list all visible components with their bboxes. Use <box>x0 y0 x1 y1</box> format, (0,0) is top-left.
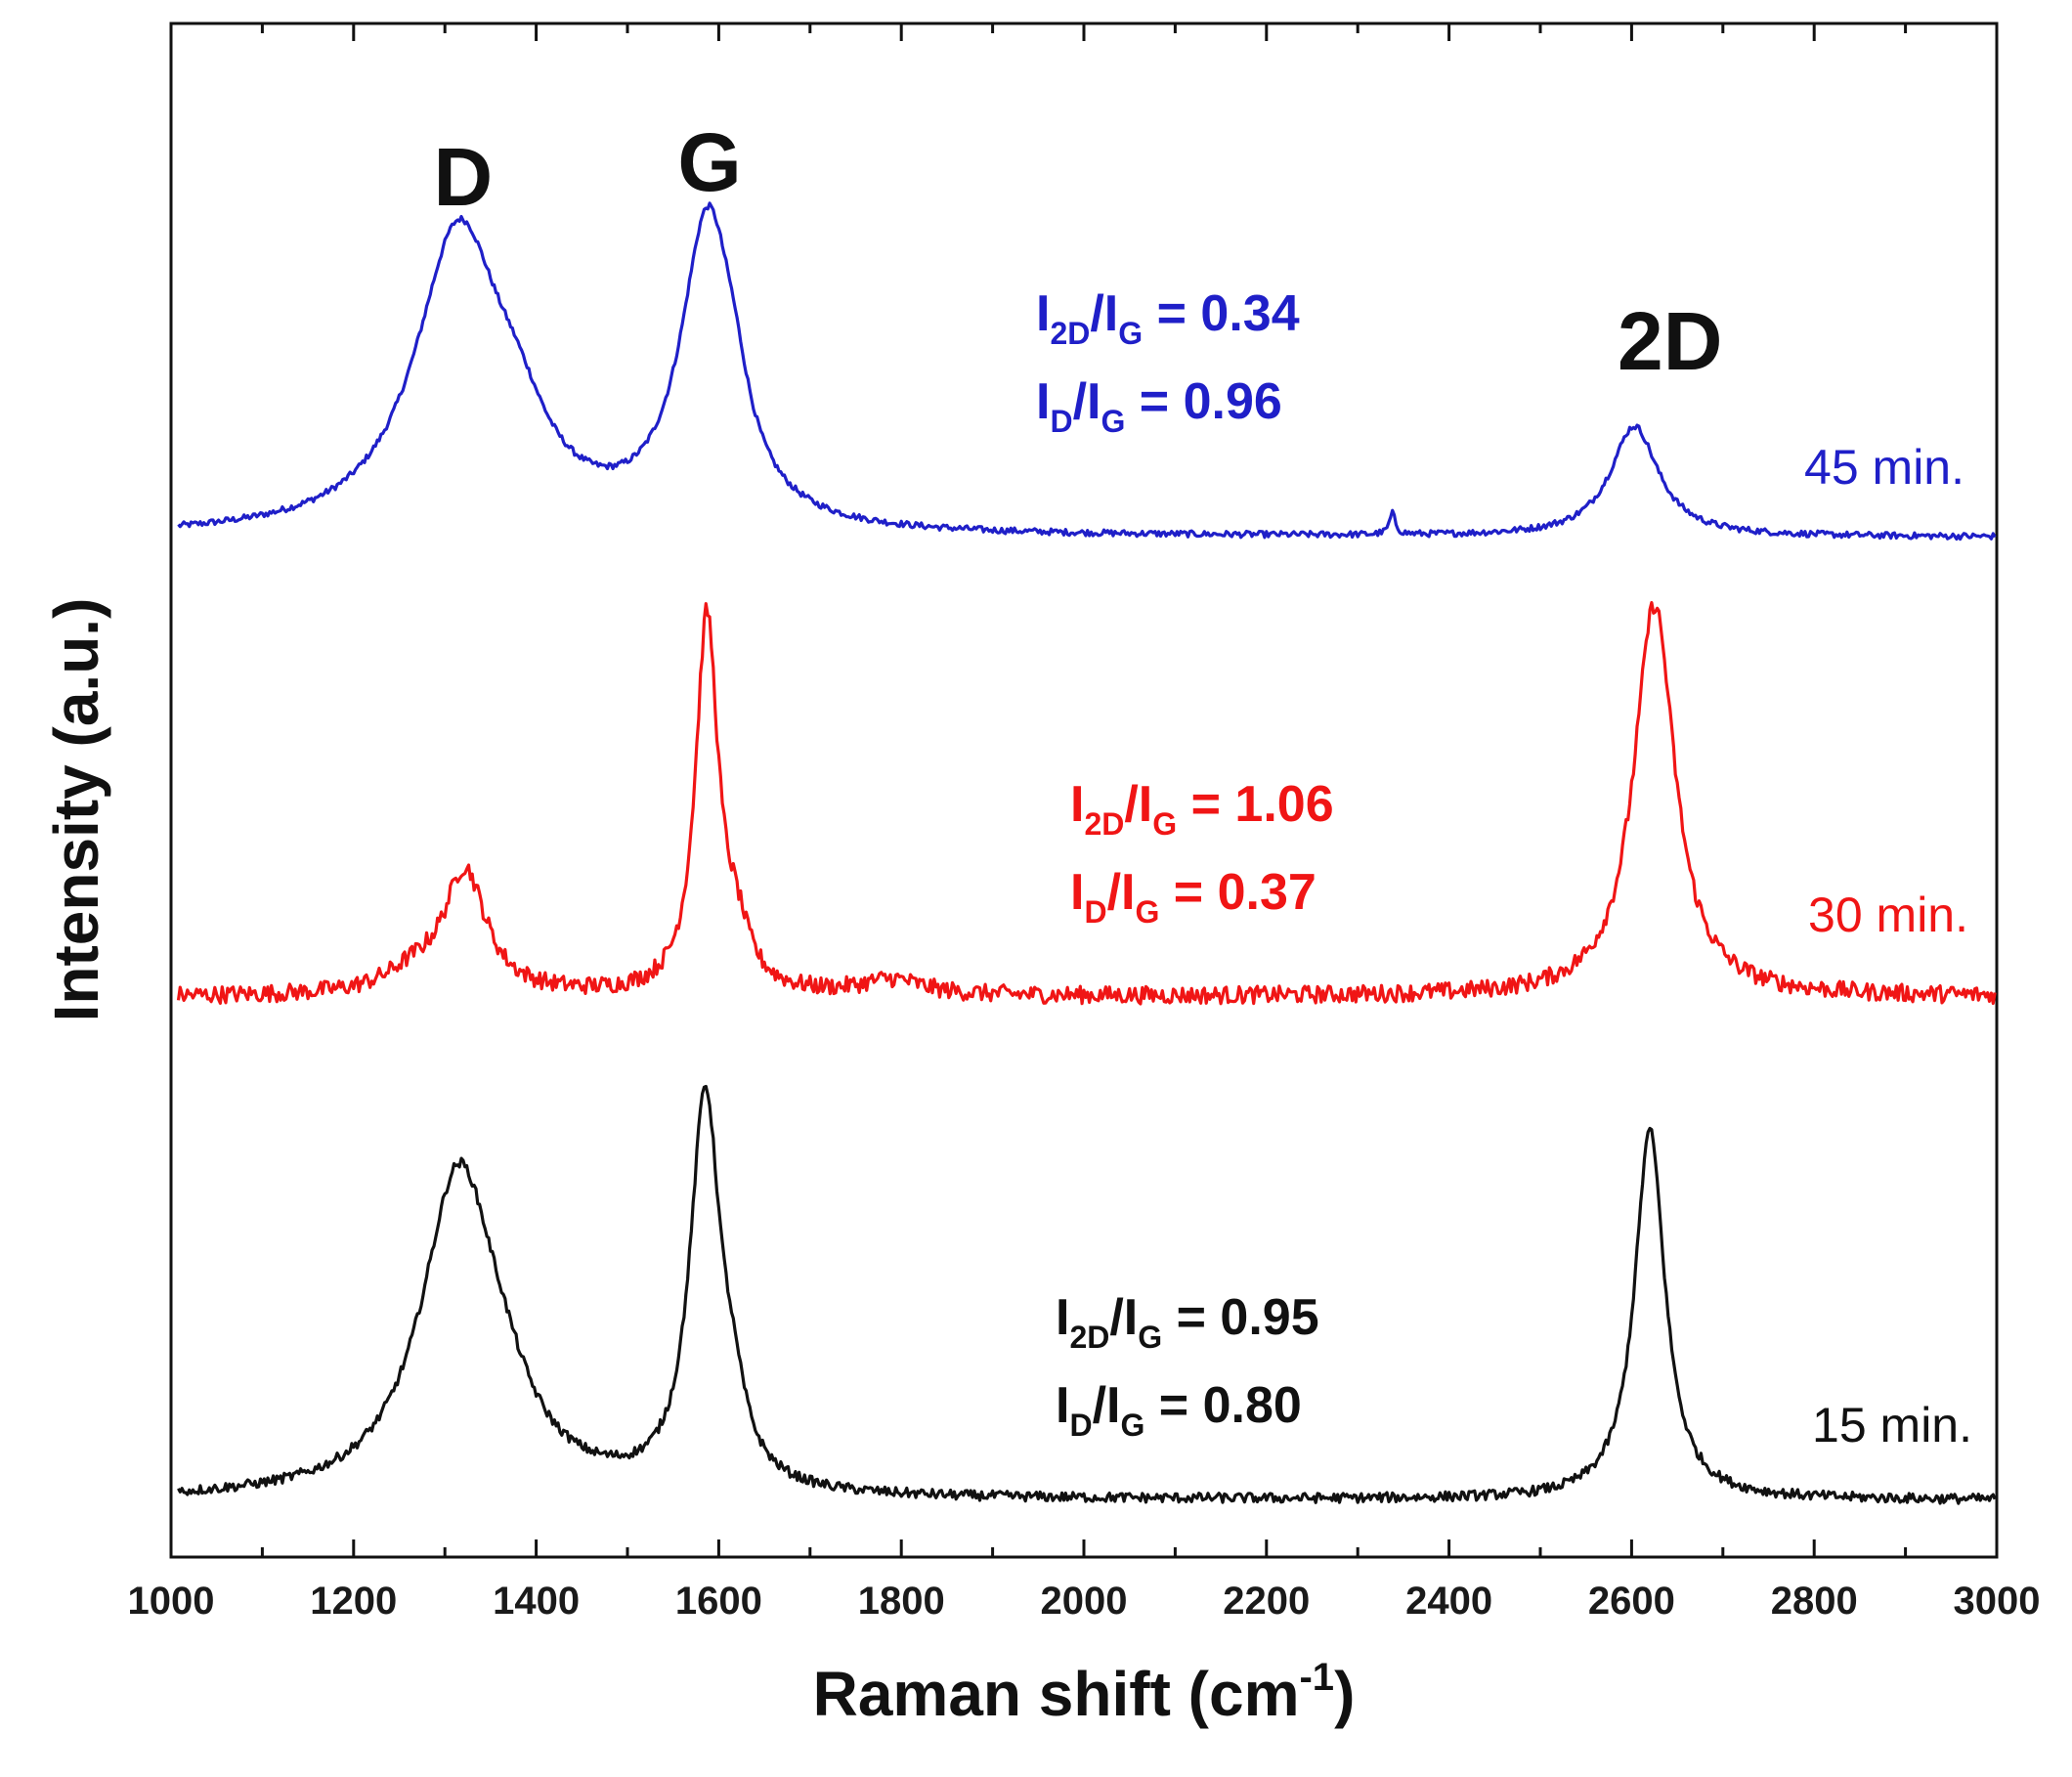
x-tick-label: 2800 <box>1771 1580 1858 1623</box>
ratio-i2d-ig: I2D/IG = 1.06 <box>1070 776 1334 842</box>
series-line <box>177 201 1997 542</box>
series-label: 30 min. <box>1808 888 1968 942</box>
peak-label-2d: 2D <box>1618 295 1722 387</box>
series-layer: 45 min. I2D/IG = 0.34 ID/IG = 0.96 30 min. I… <box>176 201 1997 1505</box>
peak-label-d: D <box>434 131 494 223</box>
x-tick-label: 1200 <box>310 1580 397 1623</box>
ratio-i2d-ig: I2D/IG = 0.34 <box>1036 285 1300 351</box>
x-tick-label: 1000 <box>128 1580 215 1623</box>
x-tick-label: 2400 <box>1405 1580 1492 1623</box>
x-tick-label: 1400 <box>493 1580 580 1623</box>
x-tick-label: 2000 <box>1041 1580 1128 1623</box>
x-tick-label: 1600 <box>675 1580 762 1623</box>
x-tick-label: 1800 <box>858 1580 945 1623</box>
ratio-id-ig: ID/IG = 0.37 <box>1070 864 1317 930</box>
x-tick-label: 2600 <box>1588 1580 1675 1623</box>
peak-label-g: G <box>677 116 741 208</box>
x-axis-title: Raman shift (cm-1) <box>813 1656 1356 1729</box>
series-line <box>177 1084 1997 1505</box>
x-tick-label: 2200 <box>1223 1580 1310 1623</box>
ratio-id-ig: ID/IG = 0.80 <box>1056 1377 1302 1443</box>
ratio-i2d-ig: I2D/IG = 0.95 <box>1056 1289 1319 1355</box>
series-45-min-: 45 min. I2D/IG = 0.34 ID/IG = 0.96 <box>177 201 1997 542</box>
x-tick-label: 3000 <box>1954 1580 2041 1623</box>
series-15-min-: 15 min. I2D/IG = 0.95 ID/IG = 0.80 <box>177 1084 1997 1505</box>
series-label: 45 min. <box>1804 440 1964 495</box>
series-label: 15 min. <box>1812 1398 1972 1452</box>
series-line <box>176 600 1997 1006</box>
series-30-min-: 30 min. I2D/IG = 1.06 ID/IG = 0.37 <box>176 600 1997 1006</box>
labels-layer: D G 2D <box>434 116 1723 387</box>
plot-axes: 1000 1200 1400 1600 1800 2000 2200 2400 2600 2800… <box>41 22 2041 1729</box>
y-axis-title: Intensity (a.u.) <box>41 598 111 1022</box>
ratio-id-ig: ID/IG = 0.96 <box>1036 373 1282 439</box>
